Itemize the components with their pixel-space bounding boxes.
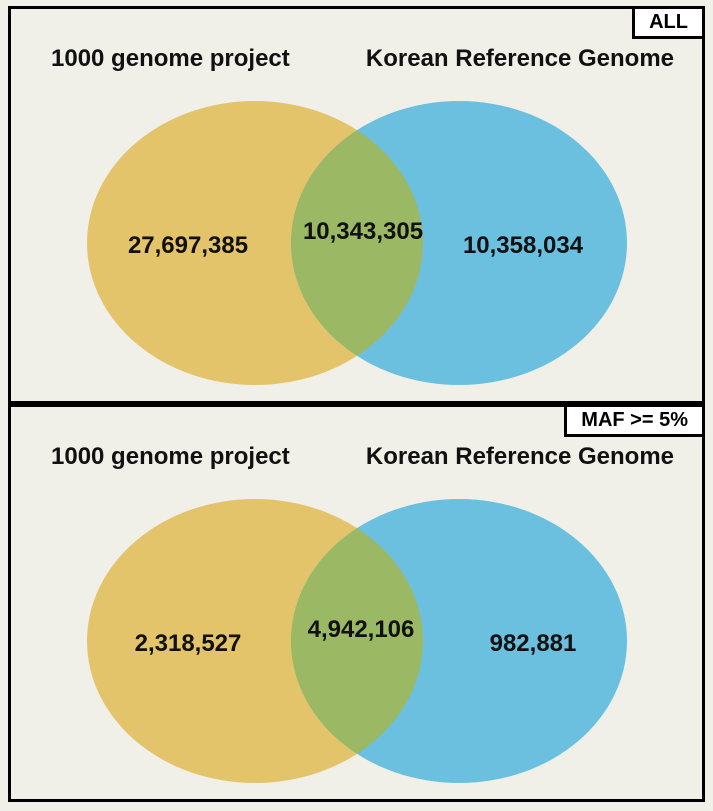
overlap-value: 10,343,305	[302, 218, 422, 245]
panel-badge-maf: MAF >= 5%	[564, 404, 705, 437]
title-left-maf: 1000 genome project	[51, 443, 290, 471]
title-right-maf: Korean Reference Genome	[366, 443, 674, 471]
venn-maf: 2,318,527 4,942,106 982,881	[11, 491, 702, 791]
overlap-value: 4,942,106	[307, 616, 414, 643]
title-left-all: 1000 genome project	[51, 45, 290, 73]
left-value: 2,318,527	[134, 630, 241, 657]
panel-maf: MAF >= 5% 1000 genome project Korean Ref…	[8, 404, 705, 802]
figure-container: ALL 1000 genome project Korean Reference…	[0, 0, 713, 811]
panel-badge-all: ALL	[632, 6, 705, 39]
venn-all: 27,697,385 10,343,305 10,358,034	[11, 93, 702, 393]
left-value: 27,697,385	[127, 232, 247, 259]
right-value: 982,881	[489, 630, 576, 657]
panel-all: ALL 1000 genome project Korean Reference…	[8, 6, 705, 404]
right-value: 10,358,034	[462, 232, 583, 259]
title-right-all: Korean Reference Genome	[366, 45, 674, 73]
